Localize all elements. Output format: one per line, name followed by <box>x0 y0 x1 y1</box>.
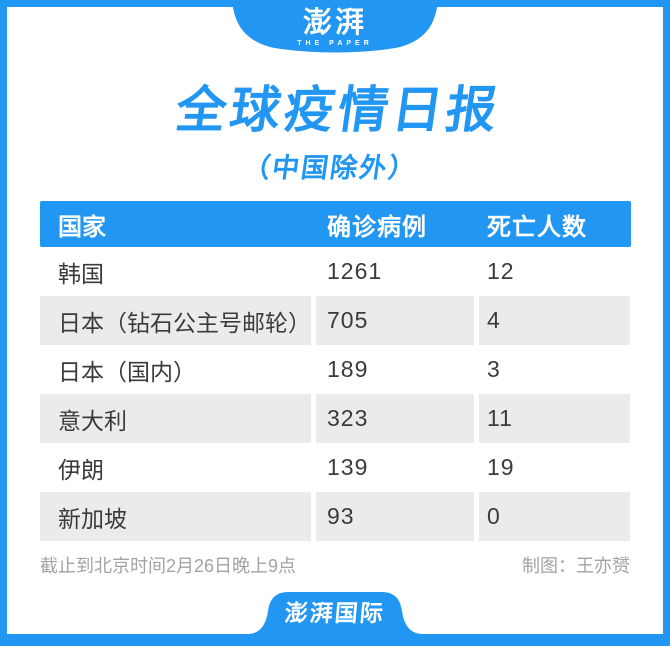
cell-deaths: 11 <box>479 394 630 443</box>
cell-deaths: 4 <box>479 296 630 345</box>
top-tab-shape <box>232 0 438 53</box>
col-header-country: 国家 <box>58 213 106 241</box>
table-row: 新加坡 93 0 <box>40 492 631 541</box>
table-header: 国家 确诊病例 死亡人数 <box>40 201 631 247</box>
covid-table: 国家 确诊病例 死亡人数 韩国 1261 12 日本（钻石公主号邮轮） 705 … <box>40 201 631 541</box>
frame-bottom <box>0 634 670 646</box>
cell-country: 新加坡 <box>40 492 311 541</box>
table-row: 日本（钻石公主号邮轮） 705 4 <box>40 296 631 345</box>
col-header-confirmed: 确诊病例 <box>327 213 427 241</box>
footer-note-row: 截止到北京时间2月26日晚上9点 制图：王亦赟 <box>40 552 630 578</box>
cell-confirmed: 1261 <box>316 247 474 296</box>
cell-deaths: 19 <box>479 443 630 492</box>
col-header-deaths: 死亡人数 <box>487 213 587 241</box>
title-block: 全球疫情日报 （中国除外） <box>0 82 670 185</box>
table-body: 韩国 1261 12 日本（钻石公主号邮轮） 705 4 日本（国内） 189 … <box>40 247 631 541</box>
page-subtitle: （中国除外） <box>241 153 420 183</box>
cell-confirmed: 93 <box>316 492 474 541</box>
credit-note: 制图：王亦赟 <box>522 556 630 576</box>
cell-country: 韩国 <box>40 247 311 296</box>
cutoff-time-note: 截止到北京时间2月26日晚上9点 <box>40 556 297 576</box>
table-row: 日本（国内） 189 3 <box>40 345 631 394</box>
cell-deaths: 12 <box>479 247 630 296</box>
bottom-tab-shape <box>247 592 423 634</box>
table-row: 伊朗 139 19 <box>40 443 631 492</box>
cell-confirmed: 323 <box>316 394 474 443</box>
cell-confirmed: 189 <box>316 345 474 394</box>
frame-left <box>0 0 7 646</box>
cell-country: 日本（国内） <box>40 345 311 394</box>
cell-country: 伊朗 <box>40 443 311 492</box>
cell-country: 日本（钻石公主号邮轮） <box>40 296 311 345</box>
table-row: 意大利 323 11 <box>40 394 631 443</box>
cell-confirmed: 139 <box>316 443 474 492</box>
cell-confirmed: 705 <box>316 296 474 345</box>
cell-country: 意大利 <box>40 394 311 443</box>
page-title: 全球疫情日报 <box>172 82 505 138</box>
cell-deaths: 3 <box>479 345 630 394</box>
table-row: 韩国 1261 12 <box>40 247 631 296</box>
frame-right <box>663 0 670 646</box>
cell-deaths: 0 <box>479 492 630 541</box>
